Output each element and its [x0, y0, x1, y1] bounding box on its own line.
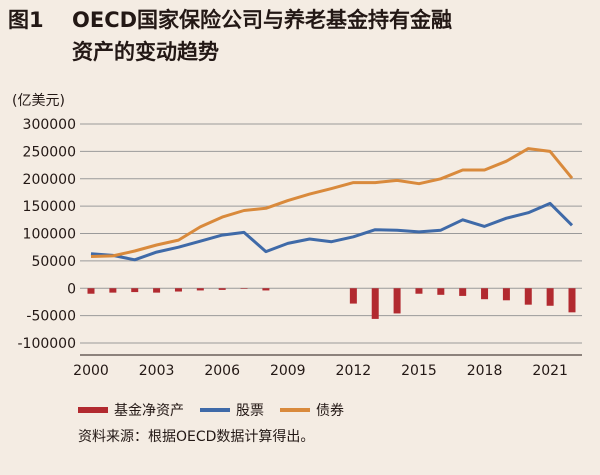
legend-label-bonds: 债券 — [316, 403, 344, 419]
y-axis-unit-label: (亿美元) — [12, 93, 65, 109]
x-tick-label: 2012 — [336, 363, 372, 379]
legend-label-fund: 基金净资产 — [114, 403, 184, 419]
bar-fund-2022 — [568, 288, 576, 313]
legend-item-fund: 基金净资产 — [78, 400, 184, 420]
bar-fund-2007 — [240, 288, 248, 289]
bar-fund-2012 — [349, 288, 357, 304]
y-tick-label: -100000 — [18, 336, 77, 352]
x-tick-label: 2021 — [532, 363, 568, 379]
y-tick-label: -50000 — [26, 309, 76, 325]
chart-title-line-1: OECD国家保险公司与养老基金持有金融 — [72, 8, 453, 32]
figure-label: 图1 — [8, 8, 44, 32]
legend-swatch-bonds — [280, 408, 310, 412]
bar-fund-2003 — [153, 288, 161, 293]
bar-fund-2005 — [196, 288, 204, 291]
legend-label-stocks: 股票 — [236, 403, 264, 419]
line-bonds — [90, 147, 574, 258]
bar-fund-2018 — [481, 288, 489, 300]
legend-item-stocks: 股票 — [200, 400, 264, 420]
y-tick-label: 50000 — [31, 254, 76, 270]
bar-fund-2002 — [131, 288, 139, 293]
source-note: 资料来源：根据OECD数据计算得出。 — [78, 429, 315, 445]
x-tick-label: 2018 — [467, 363, 503, 379]
x-tick-label: 2009 — [270, 363, 306, 379]
bar-fund-2014 — [393, 288, 401, 314]
legend-swatch-stocks — [200, 408, 230, 412]
y-tick-label: 250000 — [23, 144, 76, 160]
bar-fund-2021 — [546, 288, 554, 306]
y-tick-label: 150000 — [23, 199, 76, 215]
y-tick-label: 200000 — [23, 172, 76, 188]
bar-fund-2004 — [174, 288, 182, 292]
bar-fund-2000 — [87, 288, 95, 294]
chart-title-line-2: 资产的变动趋势 — [72, 40, 219, 64]
y-tick-label: 300000 — [23, 117, 76, 133]
line-stocks — [90, 201, 574, 262]
bar-fund-2008 — [262, 288, 270, 291]
bar-fund-2016 — [437, 288, 445, 295]
legend-swatch-fund — [78, 407, 108, 413]
y-tick-label: 100000 — [23, 227, 76, 243]
bar-fund-2006 — [218, 288, 226, 290]
legend: 基金净资产 股票 债券 — [78, 400, 360, 420]
bar-fund-2019 — [502, 288, 510, 301]
legend-item-bonds: 债券 — [280, 400, 344, 420]
bar-fund-2013 — [371, 288, 379, 319]
bar-fund-2017 — [459, 288, 467, 296]
x-tick-label: 2003 — [139, 363, 175, 379]
bar-fund-2020 — [524, 288, 532, 305]
bar-fund-2001 — [109, 288, 117, 293]
x-tick-label: 2006 — [204, 363, 240, 379]
x-tick-label: 2000 — [73, 363, 109, 379]
bar-fund-2015 — [415, 288, 423, 294]
y-tick-label: 0 — [67, 281, 76, 297]
x-tick-label: 2015 — [401, 363, 437, 379]
